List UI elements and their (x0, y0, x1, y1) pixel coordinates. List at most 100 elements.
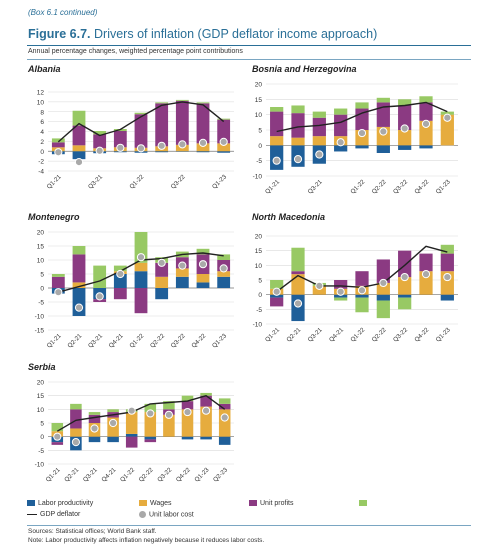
unit-labor-cost-dot (315, 150, 324, 159)
y-tick-label: 10 (37, 99, 45, 106)
bar-unit-net-takes (196, 102, 210, 104)
y-tick-label: -10 (253, 174, 263, 181)
legend-swatch-wages (139, 500, 147, 507)
bar-unit-net-takes (217, 118, 231, 120)
bar-wages (200, 406, 212, 437)
box-continued-label: (Box 6.1 continued) (28, 8, 98, 17)
legend-gdp-deflator: GDP deflator (27, 511, 80, 518)
bar-unit-profits (88, 414, 101, 423)
bar-labor-productivity (355, 294, 369, 298)
bar-unit-profits (51, 142, 65, 148)
bar-unit-net-takes (51, 423, 64, 432)
x-tick-label: Q4-22 (413, 326, 431, 344)
unit-labor-cost-dot (54, 288, 63, 297)
bar-labor-productivity (376, 294, 390, 301)
x-tick-label: Q4-21 (108, 332, 126, 350)
x-tick-label: Q3-21 (87, 173, 105, 191)
x-tick-label: Q1-21 (46, 332, 64, 350)
unit-labor-cost-dot (293, 155, 303, 164)
labor-productivity-note: Note: Labor productivity affects inflati… (28, 537, 265, 544)
bar-unit-profits (125, 436, 138, 448)
y-tick-label: -10 (35, 314, 45, 321)
bar-unit-net-takes (200, 392, 212, 396)
sources-note: Sources: Statistical offices; World Bank… (28, 528, 157, 535)
bar-unit-net-takes (93, 265, 107, 288)
bar-unit-profits (270, 297, 284, 307)
bar-labor-productivity (144, 436, 157, 440)
x-tick-label: Q1-21 (45, 466, 63, 484)
unit-labor-cost-dot (336, 287, 345, 296)
legend-wages: Wages (139, 500, 172, 507)
panel-title-montenegro: Montenegro (28, 212, 80, 222)
unit-labor-cost-dot (157, 141, 166, 150)
title-rule (27, 45, 471, 46)
unit-labor-cost-dot (95, 146, 104, 155)
legend-swatch-unit-net-takes (359, 500, 367, 507)
unit-labor-cost-dot (293, 299, 303, 308)
bar-unit-net-takes (217, 254, 231, 260)
bar-wages (155, 276, 169, 288)
bar-unit-profits (376, 259, 390, 283)
bar-labor-productivity (88, 436, 101, 443)
unit-labor-cost-dot (95, 292, 104, 301)
legend-label-unit-labor-cost: Unit labor cost (149, 511, 194, 519)
x-tick-label: Q3-22 (170, 173, 188, 191)
legend-label-gdp-deflator: GDP deflator (40, 511, 81, 518)
unit-labor-cost-dot (219, 264, 228, 273)
bar-labor-productivity (113, 274, 127, 288)
figure-number: Figure 6.7. (28, 27, 91, 41)
unit-labor-cost-dot (116, 269, 125, 279)
bar-wages (72, 282, 86, 288)
bar-unit-net-takes (291, 105, 305, 114)
bar-unit-net-takes (334, 108, 348, 115)
x-tick-label: Q2-22 (149, 332, 167, 350)
bar-wages (218, 409, 231, 437)
x-tick-label: Q2-21 (63, 466, 81, 484)
bar-unit-profits (144, 439, 157, 443)
bar-unit-net-takes (155, 102, 169, 104)
unit-labor-cost-dot (400, 272, 409, 282)
bar-wages (181, 409, 194, 437)
bar-unit-net-takes (181, 395, 194, 402)
y-tick-label: 20 (255, 234, 263, 241)
bar-unit-net-takes (88, 412, 101, 415)
legend-label-wages: Wages (150, 500, 172, 507)
y-tick-label: -10 (253, 322, 263, 329)
gdp-deflator-line (57, 101, 225, 143)
bar-wages (376, 282, 390, 295)
y-tick-label: 5 (40, 421, 44, 428)
unit-labor-cost-dot (272, 287, 281, 296)
unit-labor-cost-dot (146, 409, 155, 418)
figure-title-text: Drivers of inflation (GDP deflator incom… (94, 27, 378, 41)
panel-title-north-macedonia: North Macedonia (252, 212, 326, 222)
bar-unit-net-takes (144, 403, 157, 413)
bar-labor-productivity (398, 145, 412, 150)
bar-unit-net-takes (270, 107, 284, 112)
figure-title: Figure 6.7. Drivers of inflation (GDP de… (28, 27, 377, 41)
legend-swatch-gdp-deflator (27, 513, 37, 515)
bar-wages (312, 136, 326, 146)
bar-unit-profits (70, 409, 82, 429)
legend-label-unit-profits: Unit profits (260, 500, 294, 507)
bar-unit-net-takes (312, 111, 326, 118)
bar-unit-profits (51, 442, 64, 445)
x-tick-label: Q1-22 (128, 332, 146, 350)
unit-labor-cost-dot (379, 278, 388, 288)
legend-labor-productivity: Labor productivity (27, 500, 93, 507)
unit-labor-cost-dot (164, 410, 173, 419)
panel-title-albania: Albania (28, 64, 61, 74)
bar-unit-net-takes (419, 96, 433, 103)
gdp-deflator-line (276, 101, 448, 133)
bar-wages (419, 271, 433, 295)
bar-wages (196, 274, 210, 283)
y-tick-label: -15 (35, 328, 45, 335)
bar-unit-profits (291, 271, 305, 275)
bar-unit-profits (51, 276, 65, 288)
bar-wages (196, 143, 210, 152)
bar-wages (440, 114, 454, 146)
y-tick-label: 12 (37, 90, 45, 97)
bar-unit-profits (200, 395, 212, 407)
unit-labor-cost-dot (90, 424, 99, 433)
y-tick-label: 5 (40, 272, 44, 279)
y-tick-label: 0 (40, 434, 44, 441)
